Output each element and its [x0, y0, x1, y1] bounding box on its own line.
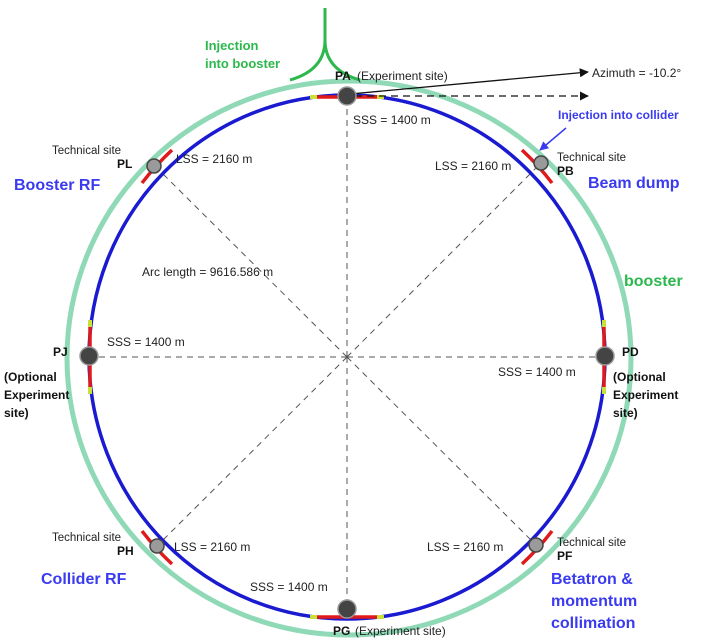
site-pd — [595, 346, 615, 366]
collider-rf-label: Collider RF — [41, 571, 127, 588]
pj-optional-2: Experiment — [4, 388, 69, 402]
tech-pf-label: Technical site — [557, 537, 626, 549]
injection-booster-line — [289, 8, 361, 82]
spoke-pf — [346, 356, 537, 546]
betatron-label-2: momentum — [551, 593, 637, 610]
lss-pl-label: LSS = 2160 m — [176, 152, 252, 166]
pg-sublabel: (Experiment site) — [355, 624, 446, 638]
site-ph — [149, 538, 165, 554]
pa-sublabel: (Experiment site) — [357, 69, 448, 83]
injection-booster-label-1: Injection — [205, 38, 259, 53]
booster-rf-label: Booster RF — [14, 177, 100, 194]
pf-label: PF — [557, 549, 572, 563]
tech-ph-label: Technical site — [52, 532, 121, 544]
lss-ph-label: LSS = 2160 m — [174, 540, 250, 554]
azimuth-arrow — [349, 68, 589, 95]
injection-collider-label: Injection into collider — [558, 108, 679, 122]
pj-label: PJ — [53, 345, 68, 359]
site-pg — [337, 599, 357, 619]
sss-right-label: SSS = 1400 m — [498, 365, 576, 379]
pa-label: PA — [335, 69, 351, 83]
betatron-label-3: collimation — [551, 615, 635, 632]
sss-left-label: SSS = 1400 m — [107, 335, 185, 349]
pj-optional-3: site) — [4, 406, 29, 420]
ph-label: PH — [117, 544, 134, 558]
betatron-label-1: Betatron & — [551, 571, 633, 588]
dashed-spokes — [92, 100, 604, 605]
pd-label: PD — [622, 345, 639, 359]
injection-booster-label-2: into booster — [205, 56, 280, 71]
sss-bottom-label: SSS = 1400 m — [250, 580, 328, 594]
pl-label: PL — [117, 157, 132, 171]
lss-pb-label: LSS = 2160 m — [435, 159, 511, 173]
site-pf — [528, 537, 544, 553]
pg-label: PG — [333, 624, 350, 638]
tech-pl-label: Technical site — [52, 145, 121, 157]
spoke-pl — [154, 165, 348, 358]
site-pb — [533, 155, 549, 171]
site-pl — [146, 158, 162, 174]
arc-length-label: Arc length = 9616.586 m — [142, 265, 273, 279]
lss-pf-label: LSS = 2160 m — [427, 540, 503, 554]
site-pj — [79, 346, 99, 366]
pd-optional-3: site) — [613, 406, 638, 420]
azimuth-label: Azimuth = -10.2° — [592, 66, 681, 80]
pb-label: PB — [557, 164, 574, 178]
pj-optional-1: (Optional — [4, 370, 57, 384]
spoke-ph — [156, 356, 348, 547]
injection-collider-arrow — [539, 127, 567, 151]
site-pa — [337, 86, 357, 106]
booster-ring — [64, 78, 634, 638]
spoke-pb — [346, 162, 542, 358]
beam-dump-label: Beam dump — [588, 175, 680, 192]
pd-optional-1: (Optional — [613, 370, 666, 384]
tech-pb-label: Technical site — [557, 152, 626, 164]
booster-label: booster — [624, 273, 683, 290]
sss-top-label: SSS = 1400 m — [353, 113, 431, 127]
section-markers — [88, 95, 606, 619]
pd-optional-2: Experiment — [613, 388, 678, 402]
